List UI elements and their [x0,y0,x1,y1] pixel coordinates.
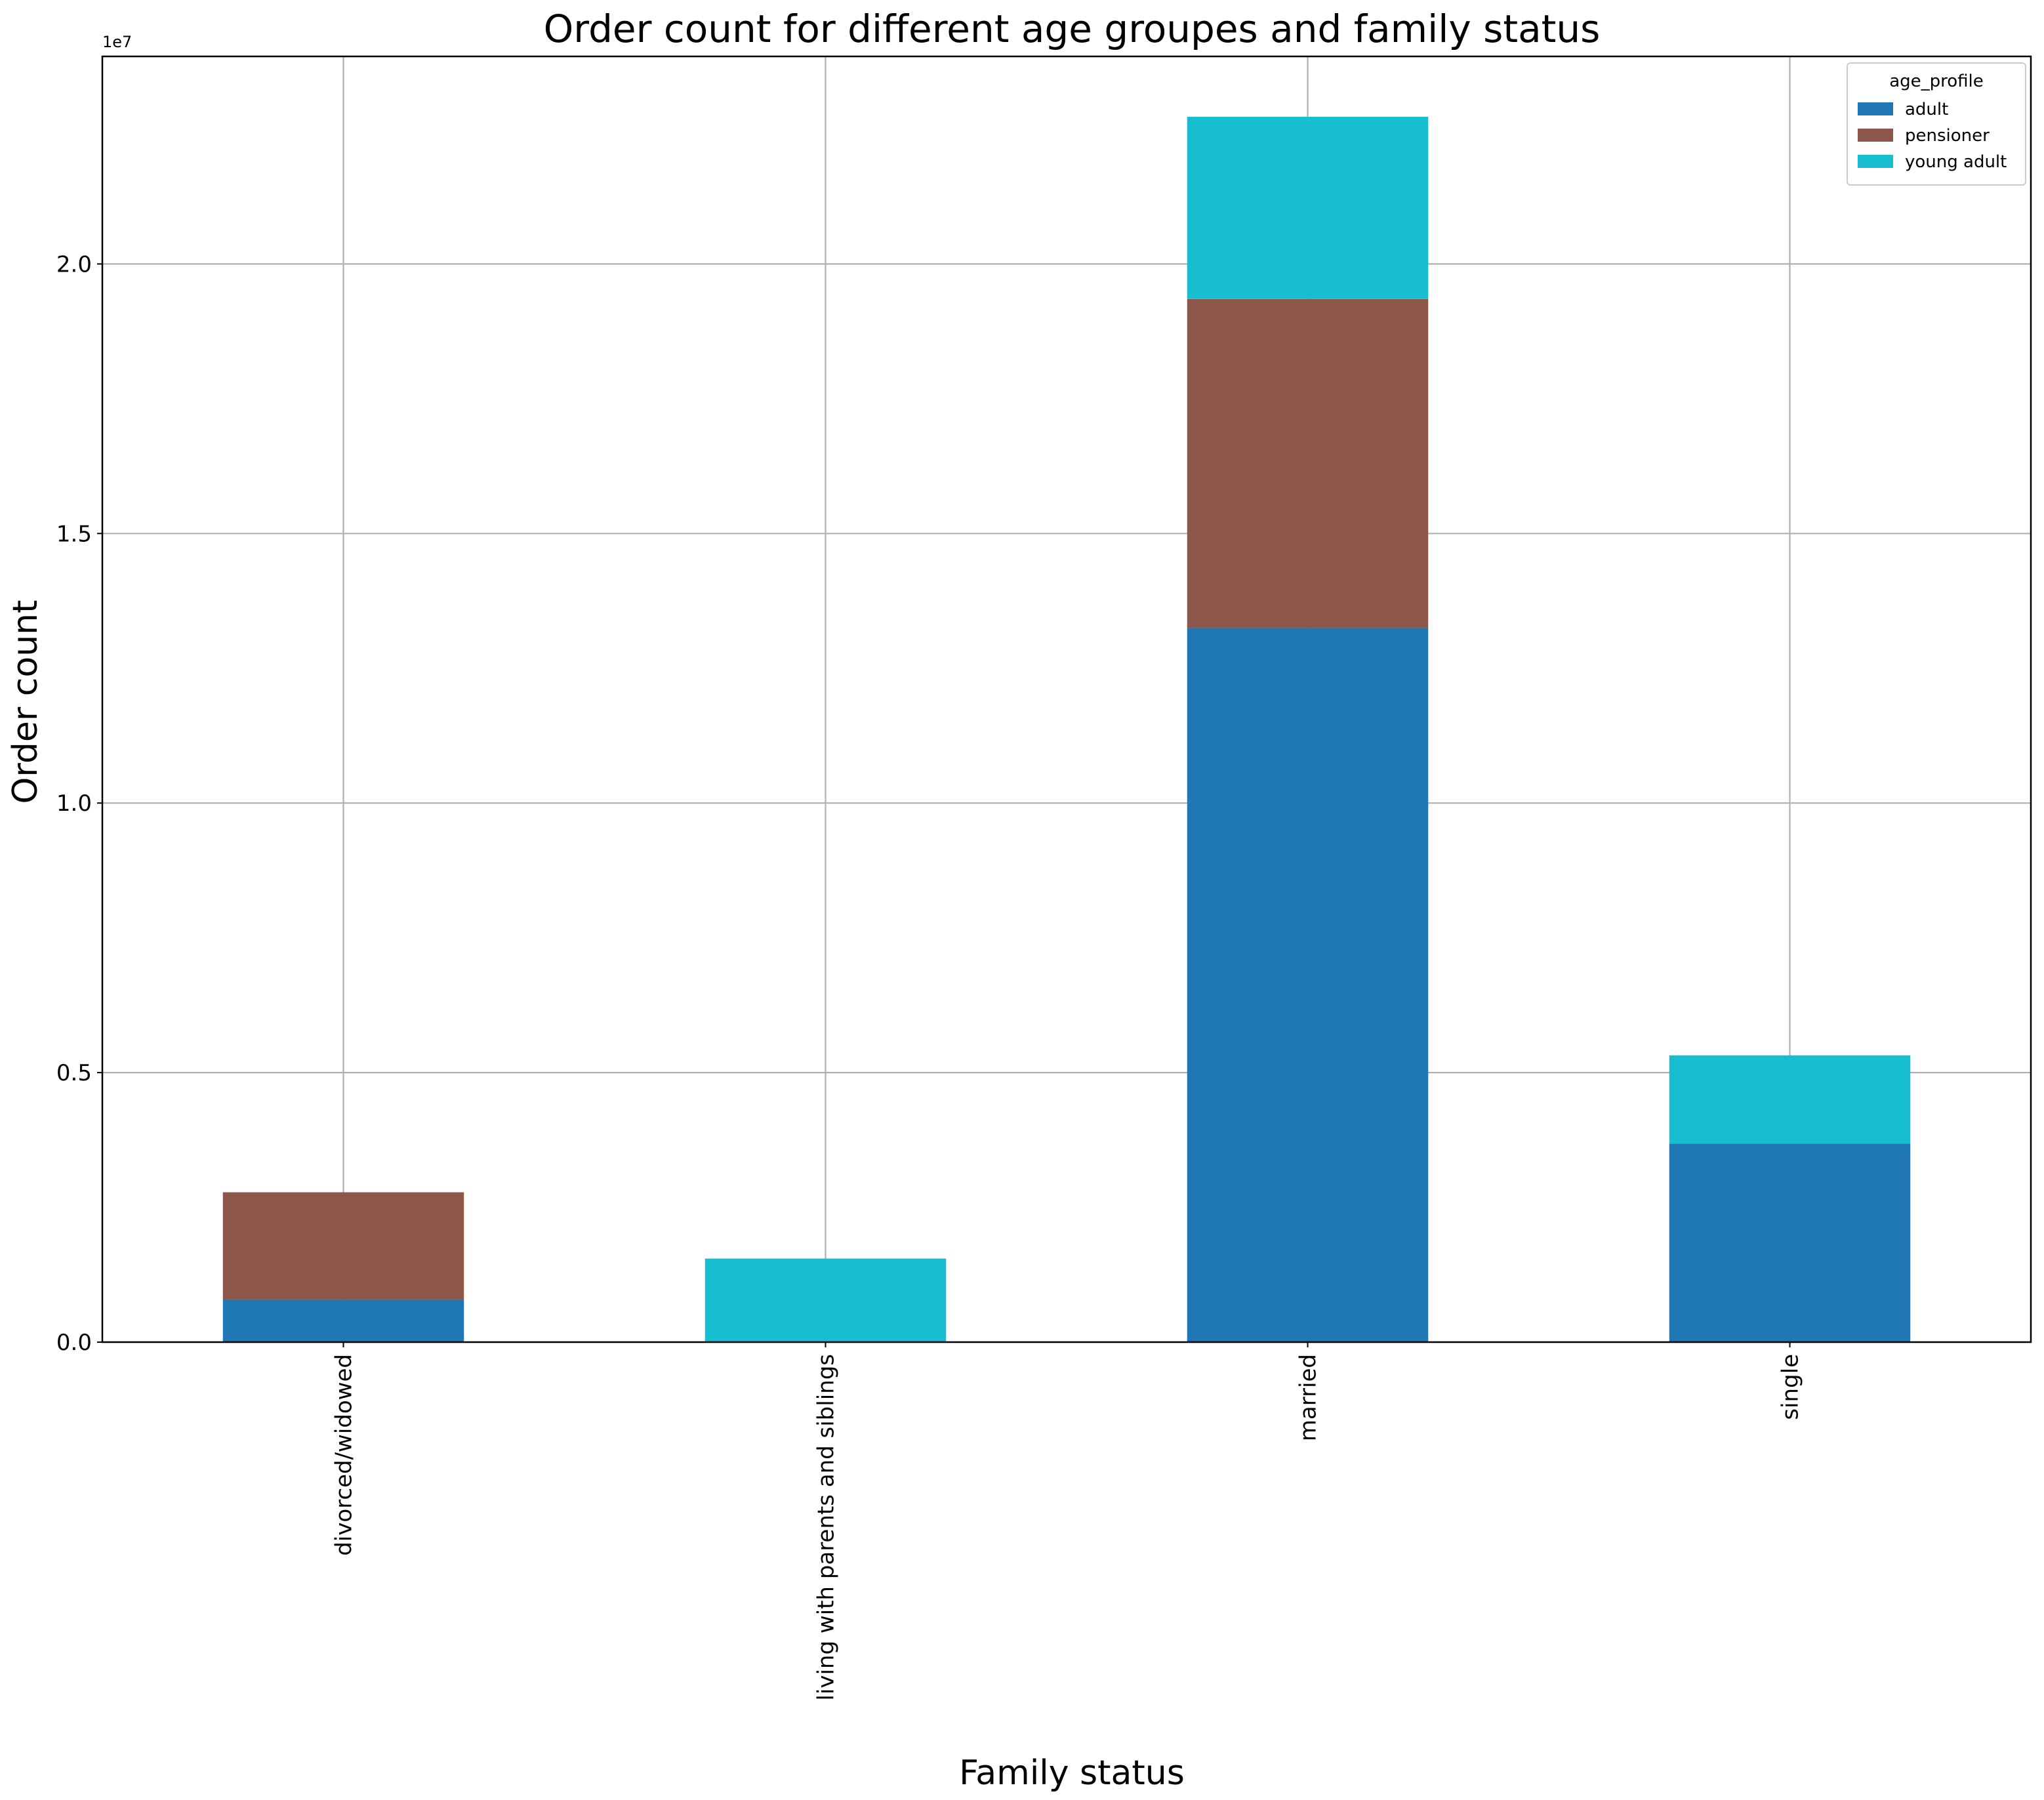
bar-segment-pensioner [222,1192,464,1300]
y-tick-label: 0.0 [56,1330,92,1356]
y-tick-label: 0.5 [56,1060,92,1086]
legend-label: pensioner [1905,126,1990,146]
legend: age_profile adult pensioner young adult [1847,62,2026,186]
legend-label: young adult [1905,152,2007,172]
x-tick-label: married [1296,1354,1322,1441]
x-tick-label: living with parents and siblings [813,1354,840,1701]
y-axis-ticks: 0.0 0.5 1.0 1.5 2.0 [56,251,102,1356]
y-axis-offset-label: 1e7 [102,33,132,51]
bar-segment-pensioner [1187,298,1429,628]
bar-segment-young-adult [705,1258,947,1342]
y-axis-label: Order count [6,600,45,804]
legend-swatch [1858,102,1893,115]
bar-segment-adult [1669,1143,1911,1342]
legend-title: age_profile [1889,72,1984,91]
legend-swatch [1858,129,1893,142]
bar-segment-young-adult [1187,117,1429,299]
legend-swatch [1858,155,1893,168]
bar-layer [222,117,1911,1342]
legend-frame [1847,62,2026,186]
legend-items: adult pensioner young adult [1858,100,2007,172]
x-tick-label: divorced/widowed [331,1354,358,1556]
legend-label: adult [1905,100,1948,119]
chart-title: Order count for different age groupes an… [544,7,1601,51]
y-tick-label: 1.0 [56,790,92,817]
x-tick-label: single [1778,1354,1804,1420]
bar-segment-young-adult [1669,1055,1911,1144]
grid-layer [102,56,2031,1343]
y-tick-label: 1.5 [56,521,92,547]
bar-segment-adult [1187,628,1429,1342]
x-axis-label: Family status [959,1753,1185,1793]
bar-segment-adult [222,1299,464,1342]
x-axis-ticks: divorced/widowed living with parents and … [331,1342,1804,1701]
plot-frame [101,55,2032,1343]
y-tick-label: 2.0 [56,251,92,277]
